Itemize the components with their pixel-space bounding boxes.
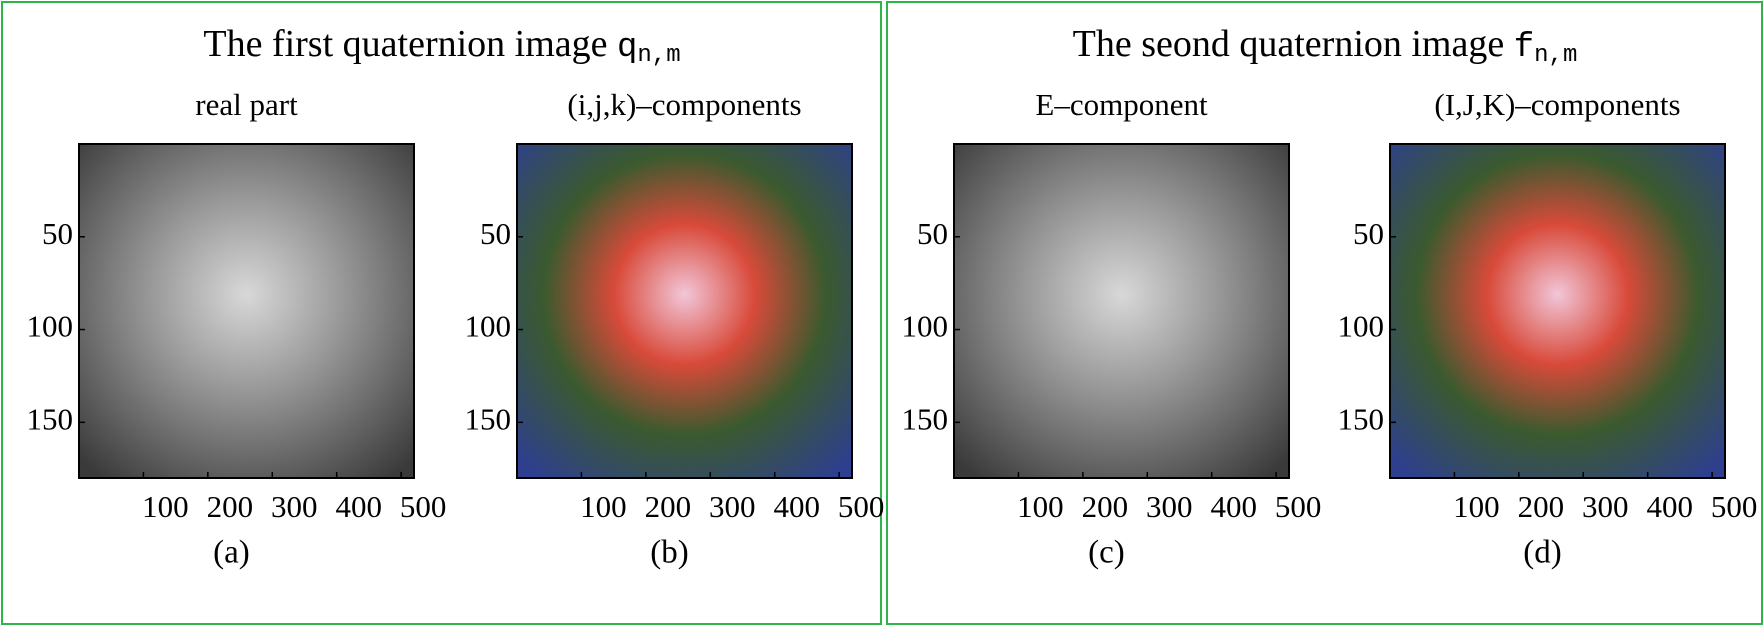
subplot-title: real part xyxy=(195,87,298,122)
y-tick-label: 150 xyxy=(465,401,512,436)
y-tick-label: 100 xyxy=(1338,309,1385,344)
caption: (b) xyxy=(650,535,688,571)
y-tick-label: 50 xyxy=(1353,216,1384,251)
subplot-title: (i,j,k)–components xyxy=(567,87,801,122)
panel-title: The first quaternion image qn,m xyxy=(203,23,680,70)
image xyxy=(517,144,852,478)
x-tick-label: 400 xyxy=(773,489,820,524)
image xyxy=(1390,144,1725,478)
x-tick-label: 500 xyxy=(838,489,885,524)
title-subscript: n,m xyxy=(1534,42,1577,69)
x-tick-label: 300 xyxy=(1146,489,1193,524)
title-space xyxy=(608,23,618,65)
y-tick-label: 50 xyxy=(42,216,73,251)
y-tick-label: 100 xyxy=(902,309,949,344)
x-tick-label: 400 xyxy=(335,489,382,524)
x-tick-label: 300 xyxy=(709,489,756,524)
subplot-title: (I,J,K)–components xyxy=(1434,87,1680,122)
caption: (a) xyxy=(213,535,250,571)
image xyxy=(954,144,1289,478)
x-tick-label: 200 xyxy=(1518,489,1565,524)
image xyxy=(79,144,414,478)
caption: (c) xyxy=(1088,535,1125,571)
x-tick-label: 100 xyxy=(142,489,189,524)
y-tick-label: 100 xyxy=(465,309,512,344)
y-tick-label: 50 xyxy=(917,216,948,251)
x-tick-label: 500 xyxy=(400,489,447,524)
y-tick-label: 50 xyxy=(480,216,511,251)
y-tick-label: 150 xyxy=(27,401,74,436)
caption: (d) xyxy=(1523,535,1561,571)
x-tick-label: 100 xyxy=(580,489,627,524)
title-text: The seond quaternion image xyxy=(1073,23,1505,65)
y-tick-label: 150 xyxy=(902,401,949,436)
x-tick-label: 500 xyxy=(1711,489,1758,524)
title-space xyxy=(1504,23,1514,65)
x-tick-label: 400 xyxy=(1646,489,1693,524)
title-subscript: n,m xyxy=(637,42,680,69)
y-tick-label: 150 xyxy=(1338,401,1385,436)
x-tick-label: 300 xyxy=(271,489,318,524)
x-tick-label: 500 xyxy=(1275,489,1322,524)
x-tick-label: 200 xyxy=(1082,489,1129,524)
x-tick-label: 100 xyxy=(1017,489,1064,524)
subplot-title: E–component xyxy=(1035,87,1208,122)
x-tick-label: 200 xyxy=(645,489,692,524)
y-tick-label: 100 xyxy=(27,309,74,344)
title-symbol: q xyxy=(617,29,637,67)
x-tick-label: 100 xyxy=(1453,489,1500,524)
figure: The first quaternion image qn,mreal part… xyxy=(0,0,1764,626)
x-tick-label: 400 xyxy=(1210,489,1257,524)
title-symbol: f xyxy=(1514,29,1534,67)
panel-title: The seond quaternion image fn,m xyxy=(1073,23,1578,70)
x-tick-label: 300 xyxy=(1582,489,1629,524)
title-text: The first quaternion image xyxy=(203,23,607,65)
x-tick-label: 200 xyxy=(207,489,254,524)
